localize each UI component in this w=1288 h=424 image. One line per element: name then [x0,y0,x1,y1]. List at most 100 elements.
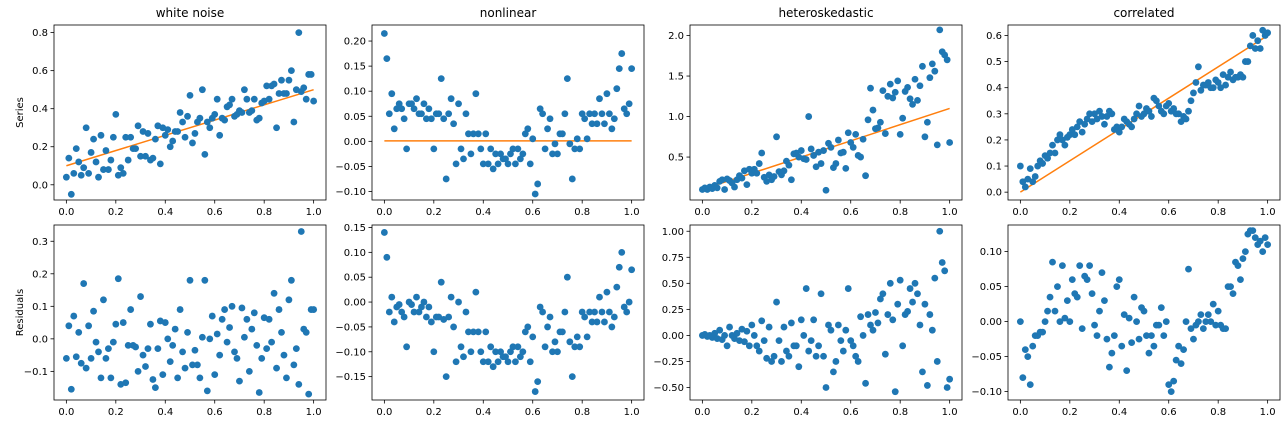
x-tick-label: 0.2 [108,407,124,418]
x-tick-label: 0.0 [58,407,74,418]
data-point [1162,318,1170,325]
data-point [112,111,120,118]
data-point [472,90,480,98]
data-point [250,95,258,103]
data-point [544,125,551,133]
x-tick-label: 0.0 [694,207,710,218]
x-tick-label: 0.8 [574,207,590,218]
data-point [862,172,869,180]
data-point [300,84,308,92]
data-point [504,358,512,366]
subplot-0-2: 0.0 0.2 0.4 0.6 0.8 1.0 0.5 1.0 1.5 2.0 heterosked… [668,6,963,218]
data-point [194,361,201,369]
data-point [467,150,475,158]
data-point [445,313,453,321]
data-point [295,29,303,37]
data-point [390,318,398,326]
y-tick-label: −0.50 [653,383,684,394]
data-point [1227,283,1234,290]
data-point [1103,335,1111,343]
data-point [70,169,78,177]
data-point [541,145,549,153]
data-point [566,140,574,148]
data-point [1148,113,1155,120]
data-point [75,328,83,336]
data-point [787,176,795,184]
data-point [196,114,204,122]
y-tick-label: 1.0 [668,112,684,123]
data-point [941,267,949,275]
data-point [238,304,246,312]
data-point [1199,325,1207,332]
data-point [1049,258,1056,266]
x-tick-label: 1.0 [306,407,322,418]
data-point [77,171,85,179]
x-tick-label: 0.2 [744,407,760,418]
data-point [122,379,130,387]
y-tick-label: 0.8 [32,28,48,39]
data-point [563,273,571,281]
data-point [1118,342,1126,350]
data-point [119,169,127,177]
y-tick-label: 0.20 [344,37,366,48]
y-tick-label: 0.15 [344,62,366,73]
data-point [867,321,874,329]
data-point [571,343,579,351]
data-point [610,313,618,321]
data-point [1222,81,1229,89]
data-point [450,323,457,331]
data-point [228,95,236,103]
data-point [467,348,475,356]
data-point [65,322,73,330]
data-point [452,358,460,366]
data-point [462,308,470,316]
data-point [914,96,921,104]
data-point [72,353,80,361]
data-point [780,323,788,331]
data-point [891,388,899,396]
x-tick-label: 0.0 [1012,207,1028,218]
data-point [1195,63,1202,71]
data-point [539,110,547,118]
data-point [817,290,825,298]
data-point [1261,234,1269,242]
data-point [107,156,115,164]
data-point [899,114,907,122]
x-tick-label: 0.4 [793,407,809,418]
data-point [792,342,800,350]
data-point [151,135,159,143]
data-point [852,352,860,360]
data-point [610,115,618,123]
data-point [442,175,450,183]
data-point [70,312,78,320]
x-tick-label: 1.0 [306,207,322,218]
data-point [884,311,892,318]
data-point [755,160,763,167]
data-point [812,352,820,360]
y-tick-label: −0.15 [335,372,366,383]
data-point [154,345,162,353]
y-tick-label: 0.05 [980,282,1002,293]
x-tick-label: 0.6 [525,207,541,218]
data-point [896,276,904,284]
subplot-1-1: 0.0 0.2 0.4 0.6 0.8 1.0 −0.15 −0.10 −0.05 0.00 0.0… [335,223,645,418]
data-point [581,115,589,123]
data-point [423,313,430,321]
data-point [201,276,209,284]
data-point [134,367,142,375]
data-point [211,371,219,379]
data-point [807,337,815,345]
data-point [787,319,795,327]
data-point [445,110,453,118]
data-point [196,374,204,382]
data-point [423,115,430,123]
data-point [1187,325,1195,332]
data-point [457,145,465,153]
data-point [114,275,122,283]
data-point [223,338,231,346]
data-point [598,308,606,316]
data-point [465,130,472,138]
data-point [385,308,393,316]
data-point [839,148,847,156]
